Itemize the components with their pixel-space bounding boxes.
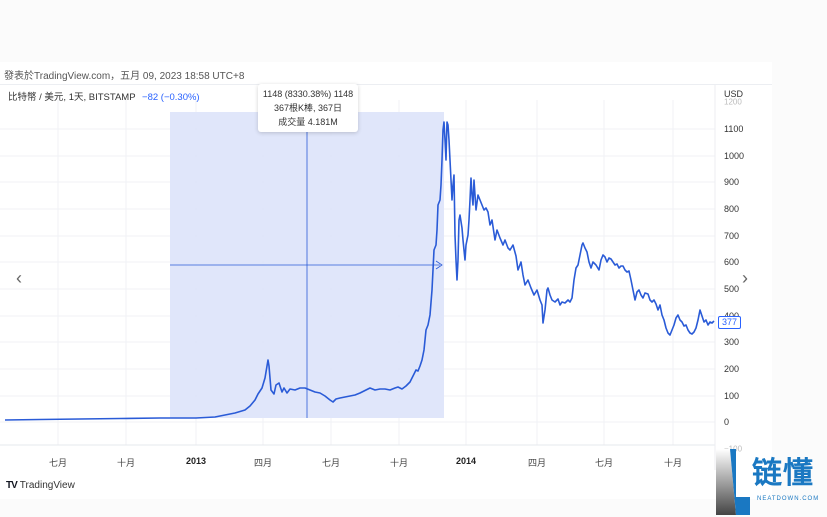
time-tick: 四月 — [527, 458, 547, 468]
price-tick: 500 — [724, 284, 740, 294]
series-legend: 比特幣 / 美元, 1天, BITSTAMP −82 (−0.30%) — [8, 89, 200, 103]
price-tick: 700 — [724, 231, 740, 241]
time-tick: 2014 — [455, 456, 477, 466]
price-tick: 1000 — [724, 151, 745, 161]
price-tick: 100 — [724, 391, 740, 401]
price-tick: 200 — [724, 364, 740, 374]
time-tick: 十月 — [116, 458, 136, 468]
time-tick: 七月 — [321, 458, 341, 468]
last-price-label: 377 — [718, 316, 742, 329]
scroll-left-button[interactable]: ‹ — [16, 268, 22, 289]
price-tick: 1200 — [724, 97, 742, 107]
measure-tooltip: 1148 (8330.38%) 1148 367根K棒, 367日 成交量 4.… — [258, 84, 358, 132]
price-line — [4, 121, 715, 421]
watermark-logo-icon — [716, 449, 750, 515]
watermark-subtext: NEATDOWN.COM — [757, 496, 820, 502]
chevron-left-icon: ‹ — [16, 268, 22, 288]
tradingview-logo-icon: TV — [6, 480, 18, 491]
price-tick: 0 — [724, 417, 730, 427]
tooltip-volume: 成交量 4.181M — [278, 117, 338, 127]
price-tick: 300 — [724, 337, 740, 347]
currency-label: USD — [724, 89, 744, 99]
price-tick: 1100 — [724, 124, 744, 134]
tooltip-price-change: 1148 (8330.38%) 1148 — [262, 89, 354, 99]
time-tick: 2013 — [185, 456, 207, 466]
time-tick: 七月 — [48, 458, 68, 468]
tradingview-logo[interactable]: TV TradingView — [6, 480, 75, 491]
tooltip-bars: 367根K棒, 367日 — [273, 103, 343, 113]
chevron-right-icon: › — [742, 268, 748, 288]
watermark-text: 链懂 — [752, 456, 814, 491]
price-tick: 600 — [724, 257, 740, 267]
price-tick: 900 — [724, 177, 740, 187]
scroll-right-button[interactable]: › — [742, 268, 748, 289]
tradingview-brand: TradingView — [19, 480, 75, 491]
time-tick: 四月 — [253, 458, 273, 468]
price-tick: 800 — [724, 204, 740, 214]
chart-area[interactable] — [0, 84, 772, 475]
time-tick: 七月 — [594, 458, 614, 468]
time-tick: 十月 — [389, 458, 409, 468]
change-label: −82 (−0.30%) — [142, 92, 200, 103]
time-tick: 十月 — [663, 458, 683, 468]
measure-arrow-icon — [435, 260, 443, 270]
symbol-label: 比特幣 / 美元, 1天, BITSTAMP — [8, 92, 136, 103]
published-info: 發表於TradingView.com，五月 09, 2023 18:58 UTC… — [4, 71, 245, 82]
